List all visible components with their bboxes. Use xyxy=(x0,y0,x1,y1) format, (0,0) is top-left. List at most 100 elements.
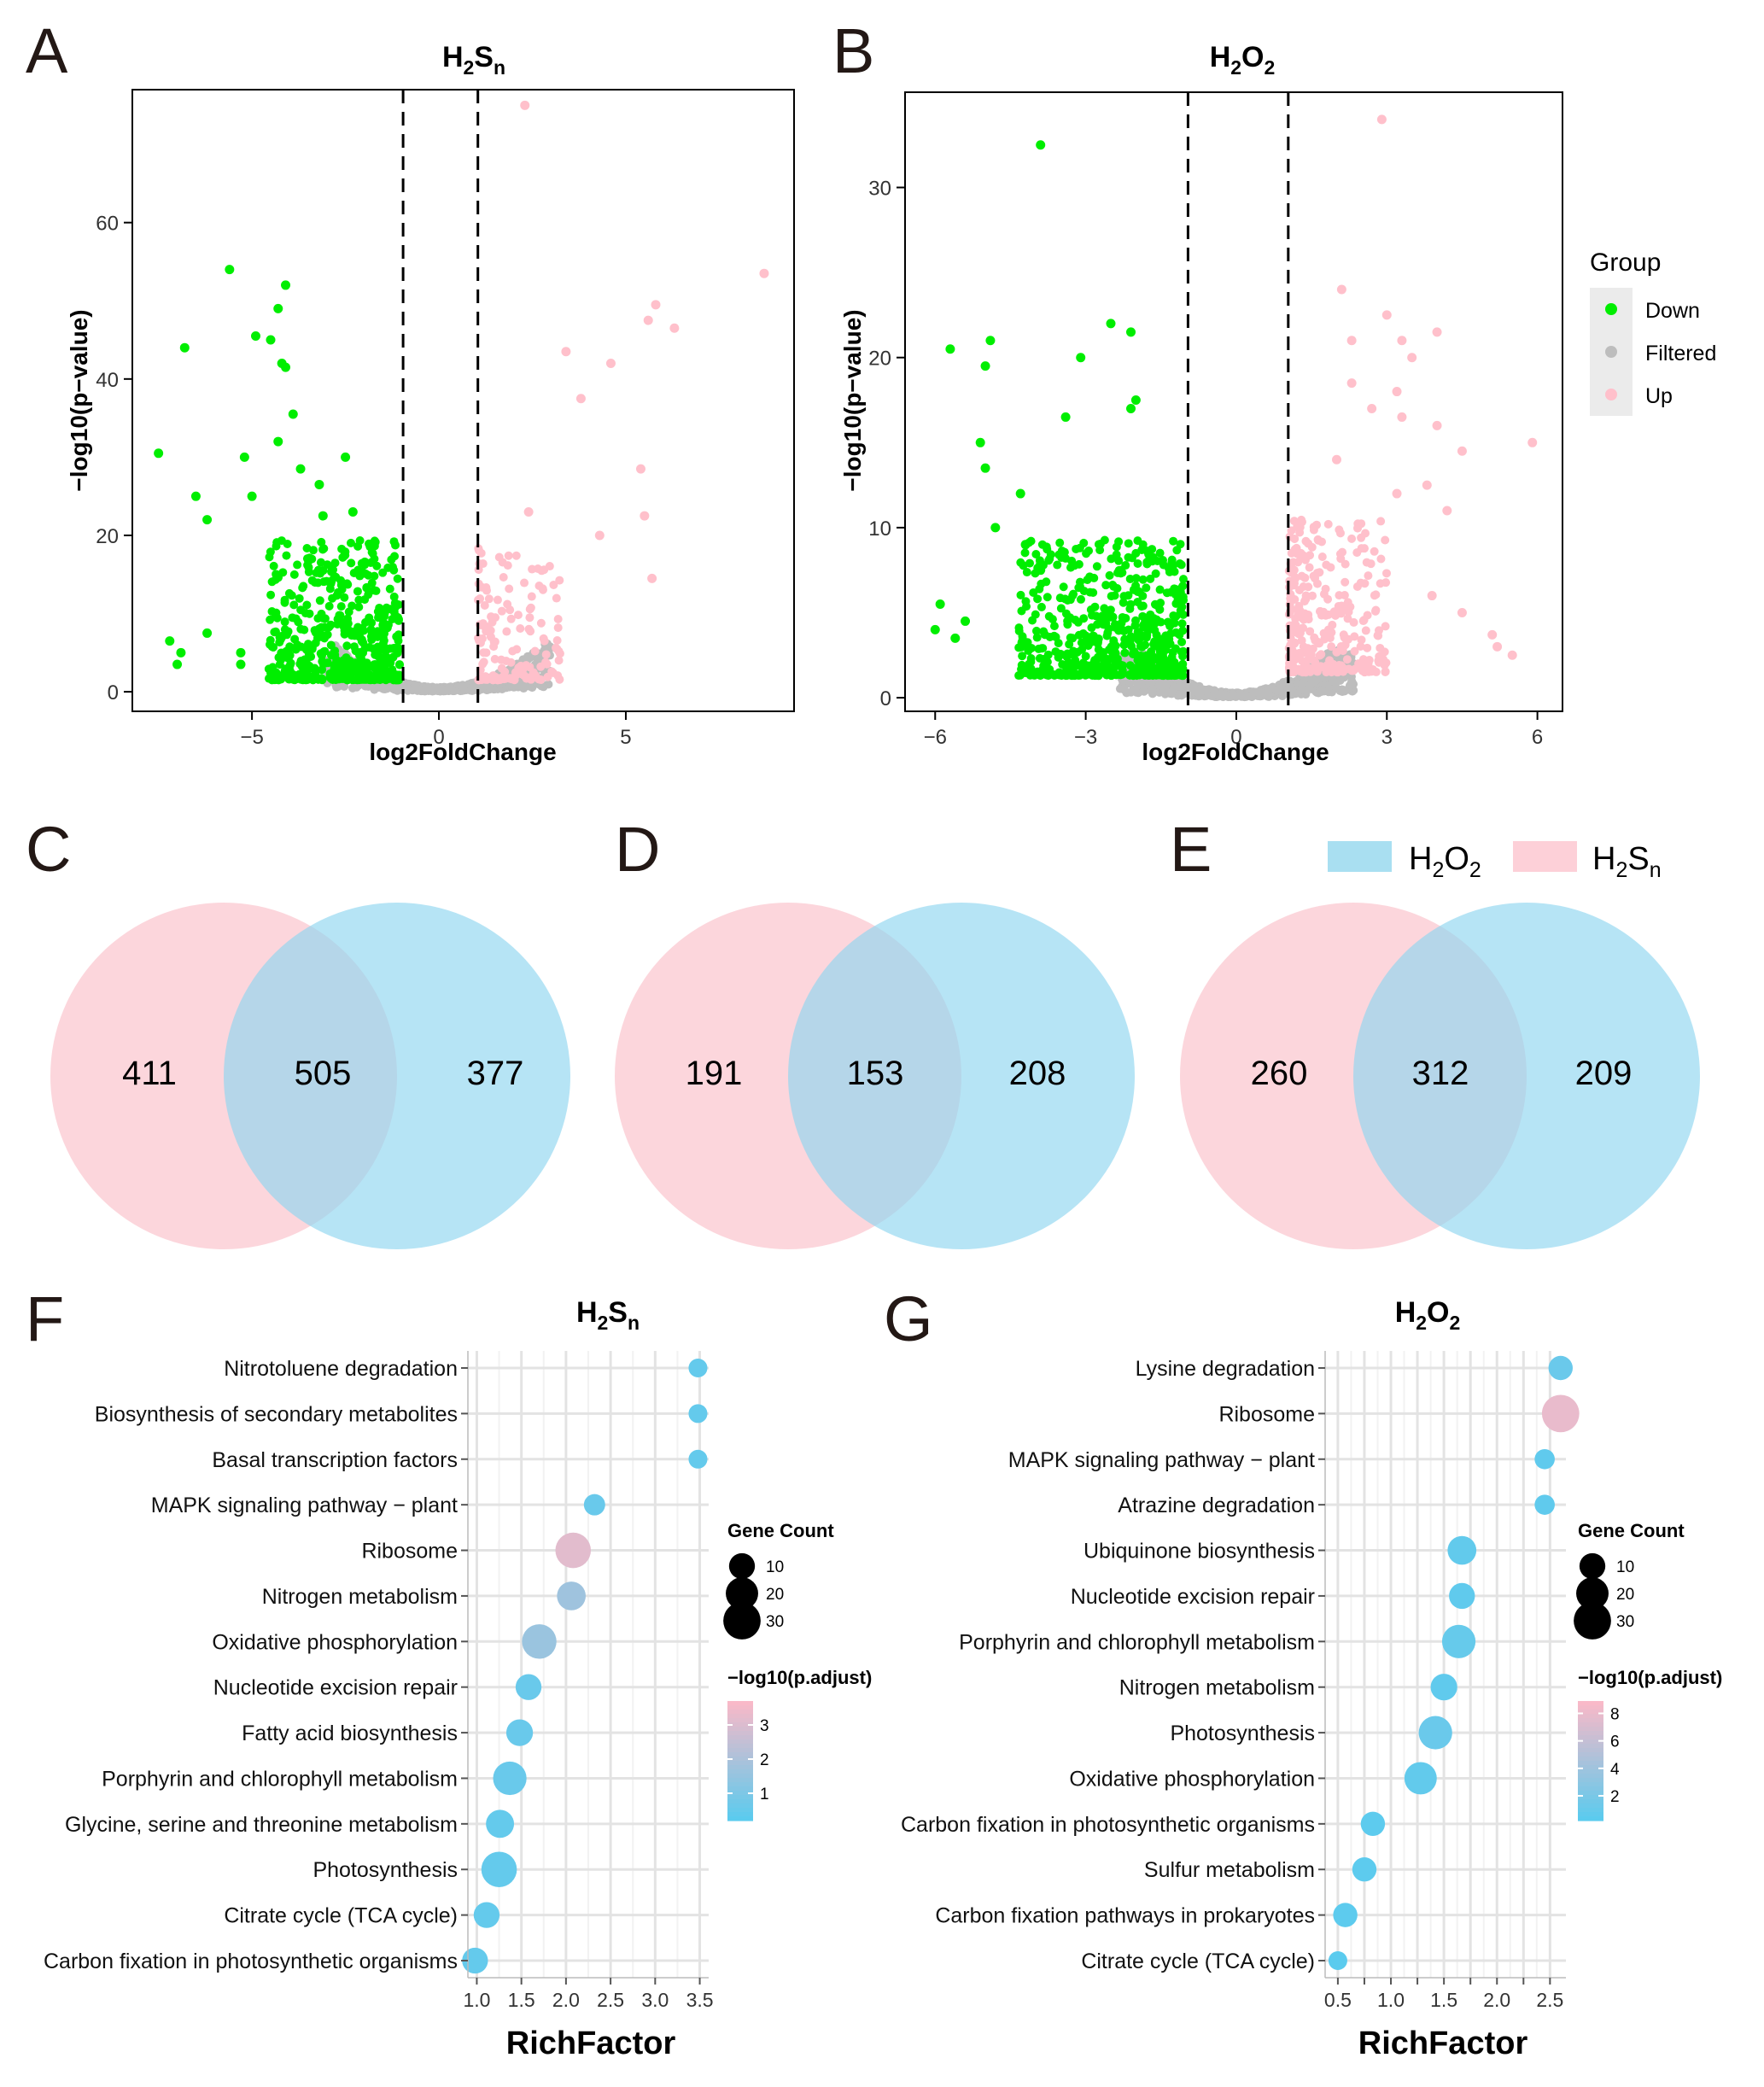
up-point xyxy=(482,627,491,636)
up-point xyxy=(640,511,650,521)
down-point xyxy=(1056,604,1066,613)
up-point xyxy=(1322,668,1331,677)
down-point xyxy=(364,570,373,580)
color-legend-step xyxy=(727,1786,753,1792)
down-point xyxy=(300,625,309,634)
down-point xyxy=(1178,592,1188,601)
down-point xyxy=(1049,622,1059,631)
pathway-dot xyxy=(1441,1624,1476,1658)
up-point xyxy=(1287,526,1296,535)
down-point xyxy=(360,643,370,652)
down-point xyxy=(1076,594,1085,604)
pathway-dot xyxy=(557,1581,587,1611)
down-point xyxy=(1140,618,1149,628)
up-point xyxy=(561,347,571,357)
down-point xyxy=(289,570,299,579)
color-legend-step xyxy=(1578,1786,1603,1792)
down-point xyxy=(375,603,384,612)
up-point xyxy=(1381,310,1392,320)
color-legend-step xyxy=(727,1761,753,1766)
pathway-label: Oxidative phosphorylation xyxy=(212,1630,458,1654)
down-point xyxy=(1042,542,1051,552)
up-point xyxy=(1363,643,1372,652)
color-legend-step xyxy=(727,1816,753,1821)
down-point xyxy=(1178,659,1188,669)
up-point xyxy=(1381,569,1391,578)
color-legend-step xyxy=(1578,1705,1603,1710)
volcano-b-xlabel: log2FoldChange xyxy=(1142,739,1329,765)
venn-legend-h2sn-swatch xyxy=(1513,841,1577,872)
down-point xyxy=(202,628,213,638)
up-point xyxy=(1294,629,1304,639)
down-point xyxy=(1142,559,1152,569)
down-point xyxy=(366,558,376,567)
color-legend-step xyxy=(727,1782,753,1787)
up-point xyxy=(575,394,586,404)
down-point xyxy=(357,675,366,684)
down-point xyxy=(342,653,351,663)
color-legend-step xyxy=(1578,1803,1603,1809)
down-point xyxy=(1022,641,1031,651)
down-point xyxy=(1130,395,1141,406)
size-legend-label: 30 xyxy=(766,1613,784,1631)
filtered-point xyxy=(441,686,451,695)
down-point xyxy=(307,576,317,585)
up-point xyxy=(1527,437,1538,447)
down-point xyxy=(278,568,288,577)
up-point xyxy=(1305,563,1314,572)
down-point xyxy=(179,342,190,353)
color-legend-step xyxy=(727,1701,753,1706)
color-legend-step xyxy=(727,1765,753,1770)
up-point xyxy=(474,565,483,575)
down-point xyxy=(980,463,990,473)
down-point xyxy=(1177,637,1187,646)
up-point xyxy=(1344,634,1353,644)
down-point xyxy=(1085,588,1095,597)
up-point xyxy=(479,658,488,667)
down-point xyxy=(1144,667,1154,676)
up-point xyxy=(1346,378,1357,389)
x-tick-label: 0 xyxy=(1230,726,1241,749)
down-point xyxy=(319,647,329,657)
down-point xyxy=(1144,550,1154,559)
color-legend-step xyxy=(1578,1795,1603,1800)
pathway-label: Ubiquinone biosynthesis xyxy=(1084,1540,1315,1564)
pathway-label: Porphyrin and chlorophyll metabolism xyxy=(959,1630,1315,1654)
up-point xyxy=(1299,551,1308,560)
up-point xyxy=(594,530,605,541)
up-point xyxy=(1432,327,1442,337)
filtered-point xyxy=(1148,686,1157,695)
down-point xyxy=(176,647,186,658)
pathway-dot xyxy=(1333,1903,1358,1927)
down-point xyxy=(395,660,405,669)
up-point xyxy=(508,646,517,656)
down-point xyxy=(379,636,388,646)
volcano-a-ylabel: −log10(p−value) xyxy=(66,309,92,491)
down-point xyxy=(318,659,328,669)
y-tick-label: 20 xyxy=(868,348,891,371)
venn-c-left-count: 411 xyxy=(122,1055,177,1092)
down-point xyxy=(370,660,379,669)
up-point xyxy=(538,585,547,594)
dotplot-g-xlabel: RichFactor xyxy=(1358,2026,1528,2061)
down-point xyxy=(383,653,392,663)
color-legend-step xyxy=(727,1803,753,1809)
filtered-point xyxy=(1218,691,1227,700)
up-point xyxy=(1422,480,1432,490)
up-point xyxy=(1294,586,1304,595)
venn-e-h2o2-circle xyxy=(1353,903,1700,1249)
down-point xyxy=(1133,558,1142,568)
down-point xyxy=(1086,605,1095,614)
pathway-label: Ribosome xyxy=(361,1540,458,1564)
down-point xyxy=(297,673,307,682)
color-legend-step xyxy=(727,1735,753,1740)
down-point xyxy=(1074,559,1084,569)
down-point xyxy=(305,609,314,618)
down-point xyxy=(1094,540,1103,549)
up-point xyxy=(1315,651,1324,660)
pathway-label: Basal transcription factors xyxy=(212,1448,458,1472)
up-point xyxy=(482,582,491,592)
up-point xyxy=(1381,535,1390,545)
color-legend-step xyxy=(727,1744,753,1749)
down-point xyxy=(1015,488,1025,499)
